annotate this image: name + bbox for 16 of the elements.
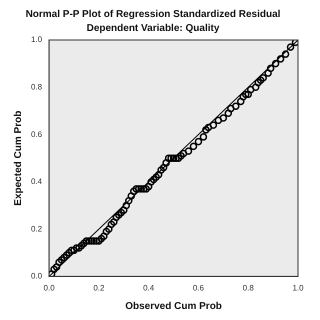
chart-title: Normal P-P Plot of Regression Standardized Residual bbox=[26, 8, 281, 20]
y-tick-label: 0.0 bbox=[30, 272, 43, 281]
y-tick-label: 1.0 bbox=[30, 35, 43, 44]
x-tick-label: 0.6 bbox=[192, 283, 205, 292]
y-tick-label: 0.4 bbox=[30, 177, 43, 186]
x-tick-label: 1.0 bbox=[292, 283, 304, 292]
x-tick-label: 0.2 bbox=[93, 283, 106, 292]
y-tick-label: 0.6 bbox=[30, 130, 43, 139]
x-axis-title: Observed Cum Prob bbox=[125, 300, 222, 312]
chart-subtitle: Dependent Variable: Quality bbox=[86, 22, 220, 34]
y-axis-title: Expected Cum Prob bbox=[12, 110, 24, 206]
x-tick-label: 0.4 bbox=[143, 283, 155, 292]
x-tick-label: 0.8 bbox=[242, 283, 254, 292]
x-tick-label: 0.0 bbox=[44, 283, 56, 292]
y-tick-label: 0.8 bbox=[30, 82, 43, 92]
y-tick-label: 0.2 bbox=[30, 224, 43, 234]
